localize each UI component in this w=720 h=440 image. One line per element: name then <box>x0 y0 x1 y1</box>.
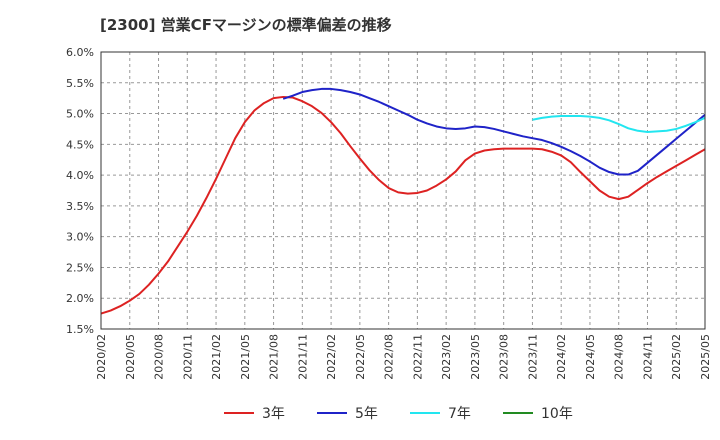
series-line <box>532 115 706 134</box>
legend-label: 10年 <box>541 406 573 422</box>
x-tick-label: 2022/05 <box>354 334 367 380</box>
y-axis-ticks: 1.5% 2.0% 2.5% 3.0% 3.5% 4.0% 4.5% 5.0% 5.5% 6.0% <box>66 46 94 336</box>
y-tick-label: 3.5% <box>66 200 94 213</box>
x-tick-label: 2021/05 <box>239 334 252 380</box>
series-line <box>282 87 706 176</box>
x-tick-label: 2021/11 <box>296 334 309 380</box>
x-tick-label: 2024/05 <box>584 334 597 380</box>
x-tick-label: 2025/05 <box>699 334 712 380</box>
legend-label: 3年 <box>262 406 285 422</box>
y-tick-label: 2.5% <box>66 261 94 274</box>
x-tick-label: 2025/02 <box>670 334 683 380</box>
x-tick-label: 2022/11 <box>411 334 424 380</box>
y-tick-label: 5.0% <box>66 108 94 121</box>
x-tick-label: 2020/05 <box>124 334 137 380</box>
x-tick-label: 2024/08 <box>613 334 626 380</box>
chart-title: [2300] 営業CFマージンの標準偏差の推移 <box>100 16 392 34</box>
y-tick-label: 1.5% <box>66 323 94 336</box>
x-tick-label: 2020/02 <box>95 334 108 380</box>
y-tick-label: 4.0% <box>66 169 94 182</box>
y-tick-label: 2.0% <box>66 292 94 305</box>
legend: 3年 5年 7年 10年 <box>224 406 573 422</box>
x-tick-label: 2020/11 <box>181 334 194 380</box>
plot-frame <box>100 51 706 330</box>
x-tick-label: 2022/08 <box>383 334 396 380</box>
x-tick-label: 2020/08 <box>153 334 166 380</box>
x-tick-label: 2023/05 <box>469 334 482 380</box>
x-tick-label: 2021/08 <box>268 334 281 380</box>
series-line <box>100 95 706 315</box>
x-tick-label: 2023/08 <box>498 334 511 380</box>
y-tick-label: 6.0% <box>66 46 94 59</box>
y-tick-label: 5.5% <box>66 77 94 90</box>
x-tick-label: 2021/02 <box>210 334 223 380</box>
x-axis-ticks: 2020/02 2020/05 2020/08 2020/11 2021/02 2021/… <box>95 334 712 380</box>
y-tick-label: 3.0% <box>66 231 94 244</box>
legend-label: 7年 <box>448 406 471 422</box>
x-tick-label: 2023/02 <box>440 334 453 380</box>
legend-label: 5年 <box>355 406 378 422</box>
x-tick-label: 2024/02 <box>555 334 568 380</box>
series-lines <box>100 87 706 315</box>
x-tick-label: 2023/11 <box>526 334 539 380</box>
grid <box>101 52 705 329</box>
x-tick-label: 2024/11 <box>641 334 654 380</box>
x-tick-label: 2022/02 <box>325 334 338 380</box>
y-tick-label: 4.5% <box>66 138 94 151</box>
